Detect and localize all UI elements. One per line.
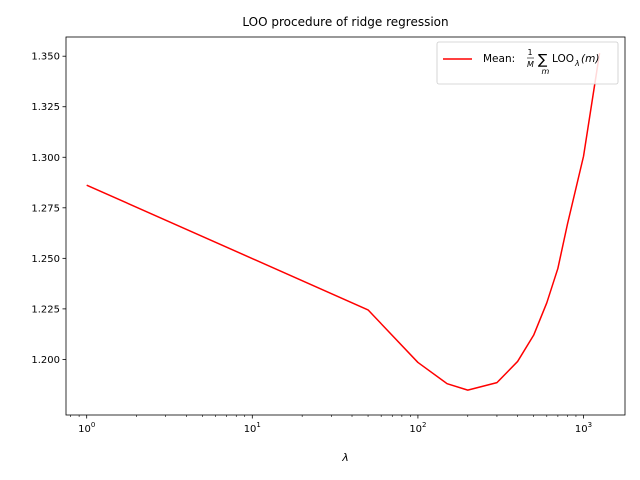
y-axis: 1.200 1.225 1.250 1.275 1.300 1.325 1.350 — [31, 52, 66, 366]
x-tick-label: 101 — [244, 421, 261, 435]
y-tick-label: 1.300 — [31, 153, 60, 164]
legend-loo-subscript: λ — [574, 59, 580, 68]
y-tick-label: 1.350 — [31, 52, 60, 63]
legend-fraction-numerator: 1 — [527, 48, 532, 57]
legend-loo: LOO — [552, 53, 574, 65]
x-axis: 100 101 102 103 — [70, 415, 592, 435]
legend: Mean: 1 M ∑ m LOO λ (m) — [436, 41, 619, 85]
x-axis-label: λ — [341, 451, 349, 464]
legend-argument: (m) — [581, 53, 599, 65]
series-line-0 — [86, 53, 601, 391]
y-tick-label: 1.250 — [31, 254, 60, 265]
legend-box — [436, 41, 619, 85]
y-tick-label: 1.200 — [31, 355, 60, 366]
x-tick-label: 102 — [409, 421, 426, 435]
y-tick-label: 1.275 — [31, 203, 60, 214]
x-tick-label: 100 — [78, 421, 95, 435]
x-tick-label: 103 — [575, 421, 592, 435]
plot-area — [86, 53, 601, 391]
legend-prefix: Mean: — [483, 53, 515, 65]
chart-title: LOO procedure of ridge regression — [242, 15, 448, 29]
legend-sum-index: m — [542, 67, 550, 76]
y-tick-label: 1.325 — [31, 102, 60, 113]
legend-sum-symbol: ∑ — [538, 52, 548, 68]
y-tick-label: 1.225 — [31, 304, 60, 315]
legend-fraction-denominator: M — [527, 60, 534, 69]
plot-frame — [65, 36, 626, 416]
